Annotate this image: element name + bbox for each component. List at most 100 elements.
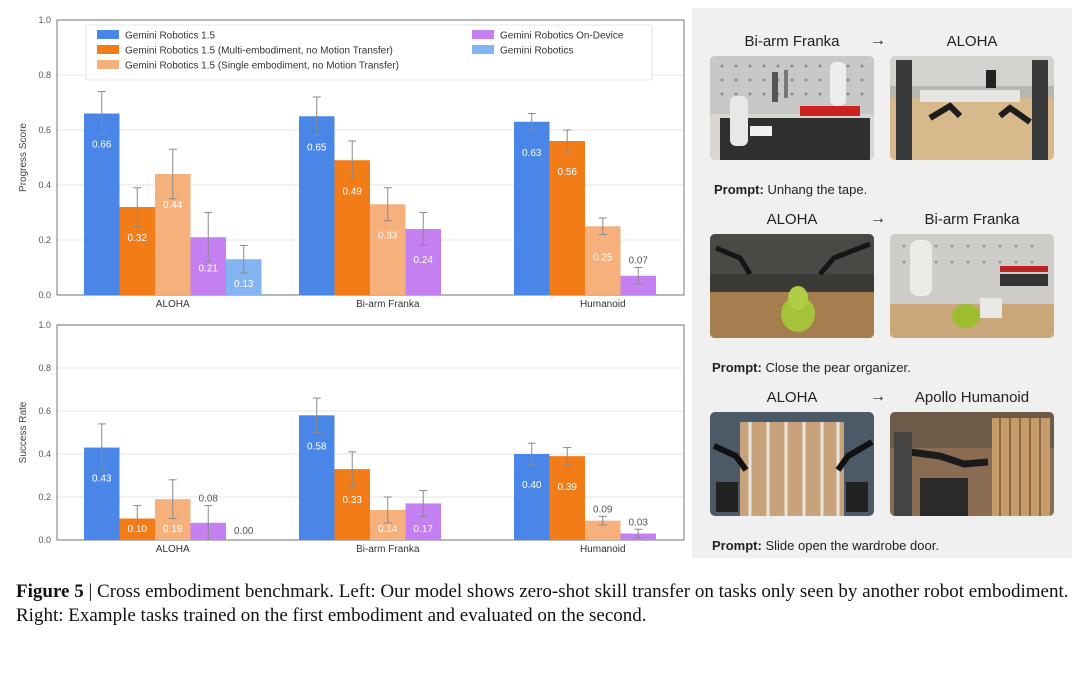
- data-label: 0.10: [128, 524, 148, 535]
- y-tick-label: 1.0: [38, 320, 51, 330]
- bar: [585, 226, 621, 295]
- x-tick-label: ALOHA: [156, 544, 190, 555]
- y-tick-label: 0.2: [38, 235, 51, 245]
- y-tick-label: 0.4: [38, 449, 51, 459]
- data-label: 0.49: [343, 186, 363, 197]
- example-1-prompt: Prompt: Unhang the tape.: [714, 182, 867, 197]
- arrow-icon: →: [870, 32, 886, 49]
- data-label: 0.63: [522, 148, 542, 159]
- example-2-target: Bi-arm Franka: [924, 211, 1020, 228]
- data-label: 0.33: [343, 495, 363, 506]
- bar: [334, 160, 370, 295]
- example-3-target-photo: [890, 412, 1054, 516]
- examples-panel: Bi-arm Franka → ALOHA: [692, 8, 1072, 558]
- data-label: 0.00: [234, 526, 254, 537]
- data-label: 0.40: [522, 480, 542, 491]
- legend-box: [85, 24, 653, 81]
- prompt-text: Close the pear organizer.: [765, 360, 911, 375]
- charts-area: 0.0 0.2 0.4 0.6 0.8 1.0 Progress Score 0.66 0.65…: [18, 15, 685, 555]
- data-label: 0.58: [307, 441, 327, 452]
- example-3-source: ALOHA: [766, 389, 818, 406]
- y-axis-label: Success Rate: [18, 401, 29, 463]
- y-tick-label: 0.0: [38, 290, 51, 300]
- chart-2: [56, 324, 685, 541]
- data-label: 0.44: [163, 200, 183, 211]
- bar: [84, 113, 120, 295]
- arrow-icon: →: [870, 210, 886, 227]
- y-tick-label: 1.0: [38, 15, 51, 25]
- data-label: 0.08: [199, 494, 219, 505]
- data-label: 0.39: [558, 482, 578, 493]
- y-tick-label: 0.4: [38, 180, 51, 190]
- y-axis-label: Progress Score: [18, 123, 29, 192]
- arrow-icon: →: [870, 388, 886, 405]
- x-tick-label: Humanoid: [580, 544, 626, 555]
- bar: [299, 415, 335, 540]
- data-label: 0.13: [234, 279, 254, 290]
- example-1-target: ALOHA: [946, 33, 998, 50]
- chart-1: [56, 19, 685, 296]
- bar: [620, 275, 656, 295]
- example-3-source-photo: [710, 412, 874, 516]
- data-label: 0.09: [593, 504, 613, 515]
- example-2-source-photo: [710, 234, 874, 338]
- example-2-source: ALOHA: [766, 211, 818, 228]
- caption-label: Figure 5: [16, 581, 84, 602]
- prompt-text: Slide open the wardrobe door.: [765, 538, 939, 553]
- y-tick-label: 0.8: [38, 70, 51, 80]
- x-tick-label: Bi-arm Franka: [356, 299, 420, 310]
- example-1-source: Bi-arm Franka: [744, 33, 840, 50]
- data-label: 0.17: [414, 524, 434, 535]
- plot-frame: [56, 324, 685, 541]
- y-tick-label: 0.2: [38, 492, 51, 502]
- legend-swatch: [97, 30, 119, 39]
- data-label: 0.07: [629, 256, 649, 267]
- caption-text: Cross embodiment benchmark. Left: Our mo…: [16, 581, 1069, 626]
- example-2-prompt: Prompt: Close the pear organizer.: [712, 360, 911, 375]
- figure-caption: Figure 5 | Cross embodiment benchmark. L…: [16, 580, 1074, 628]
- legend-label: Gemini Robotics: [500, 46, 573, 57]
- data-label: 0.25: [593, 252, 613, 263]
- data-label: 0.32: [128, 233, 148, 244]
- legend-swatch: [472, 30, 494, 39]
- data-label: 0.14: [378, 524, 398, 535]
- x-tick-label: Bi-arm Franka: [356, 544, 420, 555]
- prompt-label: Prompt:: [712, 538, 762, 553]
- bar: [585, 520, 621, 540]
- data-label: 0.33: [378, 230, 398, 241]
- data-label: 0.24: [414, 255, 434, 266]
- data-label: 0.65: [307, 142, 327, 153]
- legend-label: Gemini Robotics 1.5 (Multi-embodiment, n…: [125, 46, 393, 57]
- data-label: 0.03: [629, 517, 649, 528]
- y-tick-label: 0.0: [38, 535, 51, 545]
- caption-separator: |: [88, 581, 93, 602]
- legend-swatch: [472, 45, 494, 54]
- data-label: 0.21: [199, 263, 219, 274]
- bar: [514, 121, 550, 295]
- y-tick-label: 0.6: [38, 406, 51, 416]
- data-label: 0.56: [558, 167, 578, 178]
- prompt-label: Prompt:: [712, 360, 762, 375]
- legend-label: Gemini Robotics 1.5 (Single embodiment, …: [125, 61, 399, 72]
- y-tick-label: 0.6: [38, 125, 51, 135]
- legend-label: Gemini Robotics On-Device: [500, 31, 624, 42]
- data-label: 0.19: [163, 524, 183, 535]
- example-3-prompt: Prompt: Slide open the wardrobe door.: [712, 538, 939, 553]
- prompt-text: Unhang the tape.: [767, 182, 868, 197]
- example-2-target-photo: [890, 234, 1054, 338]
- x-tick-label: Humanoid: [580, 299, 626, 310]
- bar: [549, 456, 585, 540]
- legend-swatch: [97, 45, 119, 54]
- data-label: 0.43: [92, 474, 112, 485]
- y-tick-label: 0.8: [38, 363, 51, 373]
- x-tick-label: ALOHA: [156, 299, 190, 310]
- example-1-target-photo: [890, 56, 1054, 160]
- legend-swatch: [97, 60, 119, 69]
- legend-label: Gemini Robotics 1.5: [125, 31, 215, 42]
- prompt-label: Prompt:: [714, 182, 764, 197]
- example-3-target: Apollo Humanoid: [914, 389, 1030, 406]
- bar: [299, 116, 335, 295]
- data-label: 0.66: [92, 140, 112, 151]
- example-1-source-photo: [710, 56, 874, 160]
- bar: [514, 454, 550, 540]
